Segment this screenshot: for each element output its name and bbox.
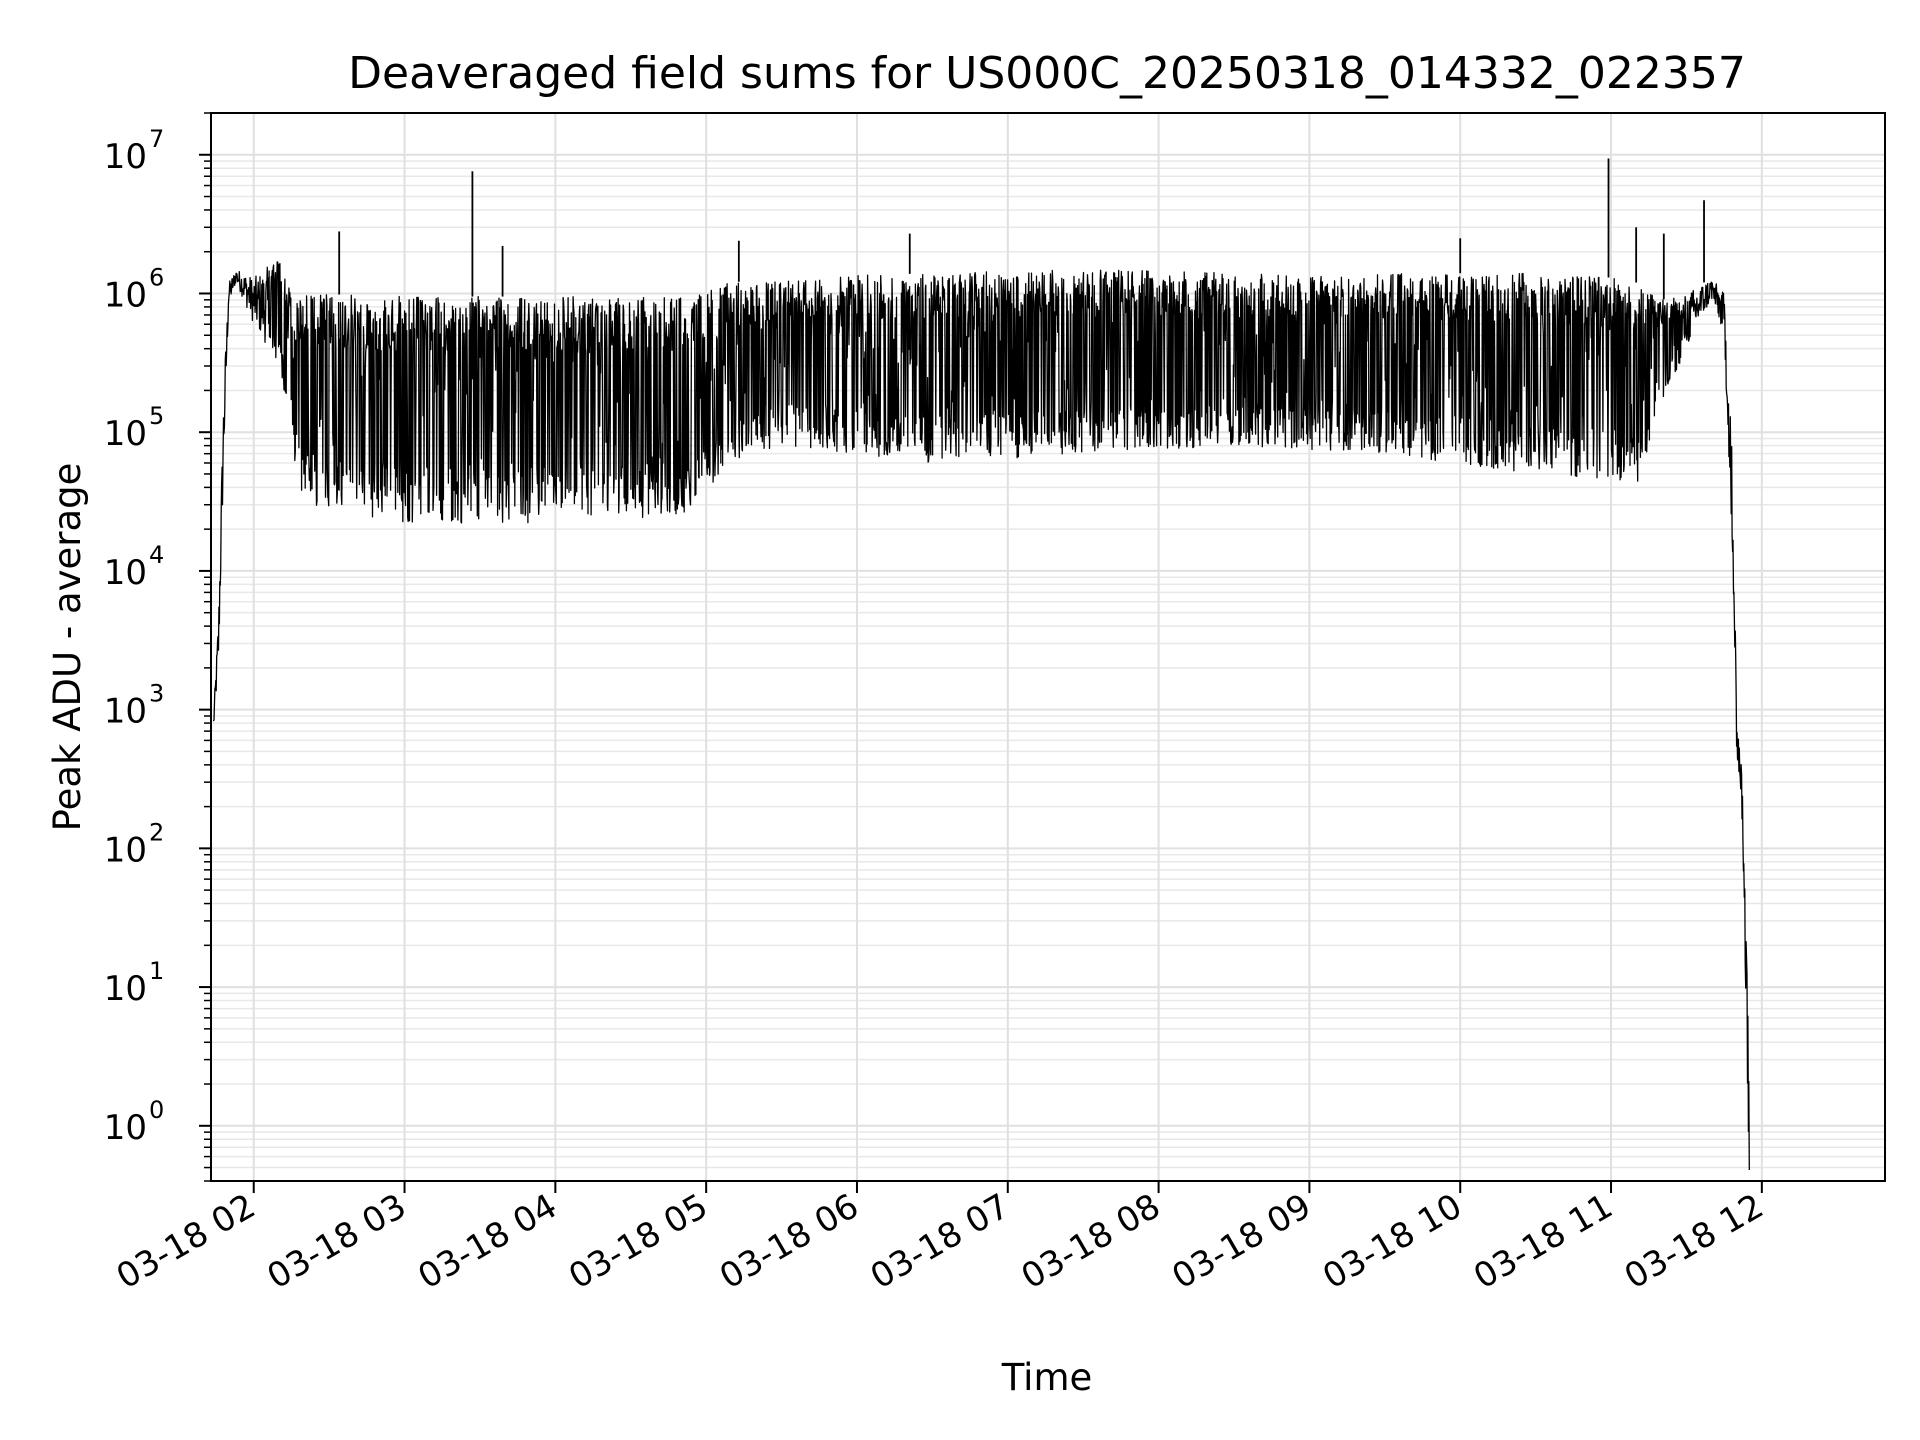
y-tick-exponent: 2	[149, 818, 164, 846]
y-tick-label: 10 7	[104, 125, 165, 177]
y-tick-label: 10 0	[104, 1096, 165, 1148]
chart-title: Deaveraged field sums for US000C_2025031…	[348, 48, 1746, 99]
y-tick-base: 10	[104, 553, 147, 593]
y-tick-base: 10	[104, 275, 147, 315]
series-1	[212, 158, 1750, 1171]
y-axis-label: Peak ADU - average	[46, 463, 89, 832]
y-tick-base: 10	[104, 969, 147, 1009]
x-axis-label: Time	[1001, 1356, 1093, 1399]
y-tick-label: 10 3	[104, 680, 165, 732]
y-tick-base: 10	[104, 830, 147, 870]
y-tick-label: 10 2	[104, 818, 165, 870]
y-tick-base: 10	[104, 137, 147, 177]
plot-frame	[210, 112, 1886, 1182]
series-line	[212, 261, 1750, 1171]
y-tick-exponent: 7	[149, 125, 164, 153]
grid	[211, 112, 1885, 1182]
y-tick-base: 10	[104, 414, 147, 454]
y-tick-base: 10	[104, 1108, 147, 1148]
y-tick-label: 10 6	[104, 263, 165, 315]
y-tick-exponent: 5	[149, 402, 164, 430]
y-tick-base: 10	[104, 692, 147, 732]
y-tick-exponent: 6	[149, 263, 164, 291]
y-tick-exponent: 1	[149, 957, 164, 985]
y-tick-exponent: 0	[149, 1096, 164, 1124]
y-tick-label: 10 5	[104, 402, 165, 454]
y-tick-label: 10 1	[104, 957, 165, 1009]
y-tick-exponent: 4	[149, 541, 164, 569]
y-tick-label: 10 4	[104, 541, 165, 593]
y-tick-exponent: 3	[149, 680, 164, 708]
